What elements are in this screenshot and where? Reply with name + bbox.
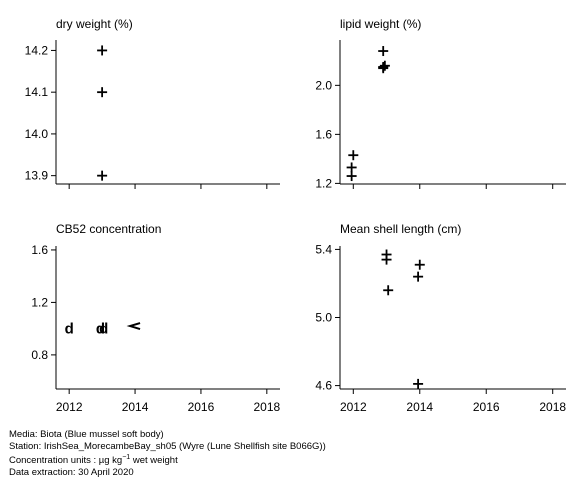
data-point bbox=[346, 162, 357, 173]
x-tick-label: 2012 bbox=[340, 400, 367, 414]
y-tick-label: 5.4 bbox=[315, 242, 332, 256]
panel-title: lipid weight (%) bbox=[340, 17, 421, 31]
data-point bbox=[381, 254, 392, 265]
data-point bbox=[346, 171, 357, 182]
panel-3: CB52 concentration 0.8 1.2 1.6 2012 2014 2016 2… bbox=[31, 222, 280, 414]
y-tick-label: 14.0 bbox=[25, 127, 49, 141]
data-point bbox=[97, 87, 108, 98]
data-point-d: d bbox=[99, 321, 108, 338]
data-point bbox=[378, 46, 389, 57]
footer-notes: Media: Biota (Blue mussel soft body) Sta… bbox=[9, 429, 326, 478]
y-tick-label: 4.6 bbox=[315, 379, 332, 393]
data-point bbox=[97, 170, 108, 181]
footer-media: Media: Biota (Blue mussel soft body) bbox=[9, 429, 164, 440]
footer-units: Concentration units : µg kg−1 wet weight bbox=[9, 454, 178, 467]
x-tick-label: 2014 bbox=[406, 400, 433, 414]
y-tick-label: 13.9 bbox=[25, 169, 49, 183]
x-tick-label: 2018 bbox=[539, 400, 566, 414]
panel-title: CB52 concentration bbox=[56, 222, 161, 236]
data-point bbox=[413, 378, 424, 389]
panel-1: dry weight (%) 13.9 14.0 14.1 14.2 bbox=[25, 17, 280, 189]
x-tick-label: 2014 bbox=[122, 400, 149, 414]
data-point bbox=[348, 150, 359, 161]
footer-extraction: Data extraction: 30 April 2020 bbox=[9, 466, 134, 478]
y-tick-label: 0.8 bbox=[31, 348, 48, 362]
panel-title: dry weight (%) bbox=[56, 17, 133, 31]
x-tick-label: 2016 bbox=[188, 400, 215, 414]
y-tick-label: 1.2 bbox=[315, 176, 332, 190]
y-tick-label: 14.2 bbox=[25, 43, 49, 57]
data-point-less-than bbox=[126, 322, 141, 330]
data-point bbox=[413, 271, 424, 282]
x-tick-label: 2018 bbox=[253, 400, 280, 414]
x-tick-label: 2016 bbox=[473, 400, 500, 414]
data-point bbox=[414, 259, 425, 270]
data-point bbox=[97, 45, 108, 56]
data-point bbox=[383, 285, 394, 296]
y-tick-label: 5.0 bbox=[315, 311, 332, 325]
panel-title: Mean shell length (cm) bbox=[340, 222, 461, 236]
x-tick-label: 2012 bbox=[56, 400, 83, 414]
data-point-d: d bbox=[65, 321, 74, 338]
data-point bbox=[378, 61, 389, 72]
figure: dry weight (%) 13.9 14.0 14.1 14.2 lipid weig… bbox=[25, 17, 567, 414]
data-point bbox=[379, 60, 390, 71]
footer-station: Station: IrishSea_MorecambeBay_sh05 (Wyr… bbox=[9, 440, 326, 452]
data-point-d: d bbox=[96, 321, 105, 338]
panel-2: lipid weight (%) 1.2 1.6 2.0 bbox=[315, 17, 566, 190]
y-tick-label: 14.1 bbox=[25, 85, 49, 99]
y-tick-label: 1.6 bbox=[31, 243, 48, 257]
y-tick-label: 1.6 bbox=[315, 127, 332, 141]
y-tick-label: 1.2 bbox=[31, 295, 48, 309]
y-tick-label: 2.0 bbox=[315, 78, 332, 92]
panel-4: Mean shell length (cm) 4.6 5.0 5.4 2012 2014 2… bbox=[315, 222, 566, 414]
